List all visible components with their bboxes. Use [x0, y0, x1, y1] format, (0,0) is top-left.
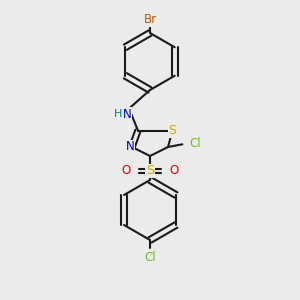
Text: S: S	[169, 124, 176, 137]
Text: O: O	[121, 164, 130, 178]
Text: Cl: Cl	[144, 251, 156, 264]
Text: S: S	[146, 164, 154, 178]
Text: Cl: Cl	[189, 137, 201, 150]
Text: N: N	[126, 140, 135, 154]
Text: Br: Br	[143, 13, 157, 26]
Text: N: N	[122, 107, 131, 121]
Text: H: H	[114, 109, 122, 119]
Text: O: O	[169, 164, 179, 178]
